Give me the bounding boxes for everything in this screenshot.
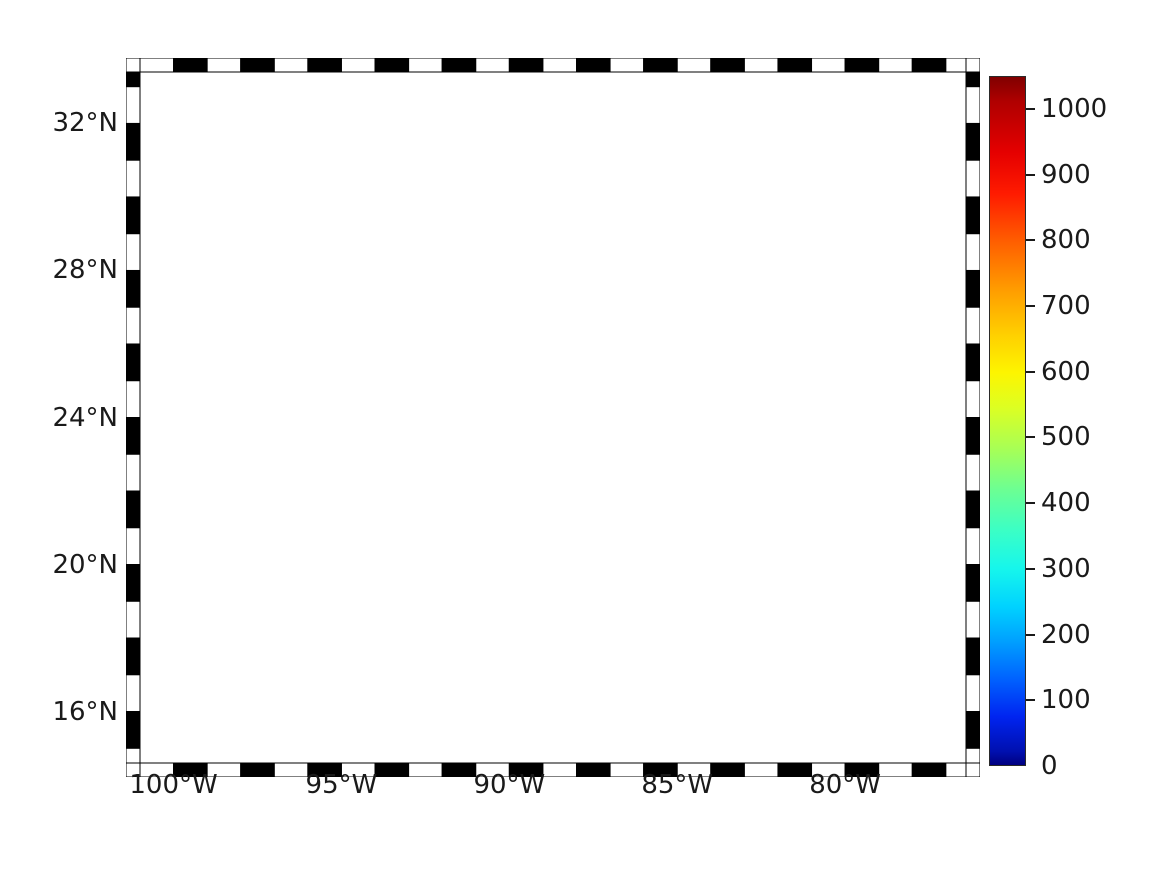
- colorbar-tick-mark-3: [1026, 305, 1035, 307]
- colorbar[interactable]: 1000 900 800 700 600 500 400 300 200 100 0: [989, 76, 1107, 781]
- map-axes[interactable]: [140, 72, 966, 763]
- colorbar-tick-label-5: 500: [1041, 422, 1091, 453]
- colorbar-tick-label-0: 1000: [1041, 93, 1108, 124]
- y-tick-label-2: 24°N: [52, 402, 118, 433]
- y-tick-label-1: 28°N: [52, 255, 118, 286]
- colorbar-tick-mark-6: [1026, 502, 1035, 505]
- colorbar-tick-label-10: 0: [1041, 751, 1058, 781]
- colorbar-tick-label-6: 400: [1041, 488, 1091, 519]
- colorbar-tick-label-9: 100: [1041, 685, 1091, 716]
- colorbar-tick-label-1: 900: [1041, 159, 1091, 190]
- x-tick-label-4: 80°W: [809, 770, 882, 800]
- colorbar-tick-label-8: 200: [1041, 619, 1091, 650]
- colorbar-tick-mark-7: [1026, 567, 1035, 570]
- y-tick-label-3: 20°N: [52, 549, 118, 580]
- colorbar-tick-mark-4: [1026, 370, 1035, 373]
- colorbar-tick-label-2: 800: [1041, 225, 1091, 256]
- y-tick-label-4: 16°N: [52, 696, 118, 727]
- x-tick-label-3: 85°W: [641, 770, 714, 800]
- colorbar-tick-mark-2: [1026, 239, 1035, 242]
- colorbar-tick-label-4: 600: [1041, 356, 1091, 387]
- colorbar-gradient: [989, 76, 1026, 766]
- x-tick-label-1: 95°W: [305, 770, 378, 800]
- graticule-gridlines: [140, 72, 966, 763]
- y-tick-label-0: 32°N: [52, 108, 118, 139]
- colorbar-tick-mark-9: [1026, 699, 1035, 702]
- colorbar-tick-label-7: 300: [1041, 553, 1091, 584]
- x-tick-label-2: 90°W: [473, 770, 546, 800]
- colorbar-tick-mark-1: [1026, 173, 1035, 176]
- x-tick-label-0: 100°W: [129, 770, 218, 800]
- colorbar-tick-label-3: 700: [1041, 291, 1091, 321]
- colorbar-tick-mark-5: [1026, 436, 1035, 439]
- colorbar-tick-mark-8: [1026, 633, 1035, 636]
- colorbar-tick-mark-0: [1026, 107, 1035, 110]
